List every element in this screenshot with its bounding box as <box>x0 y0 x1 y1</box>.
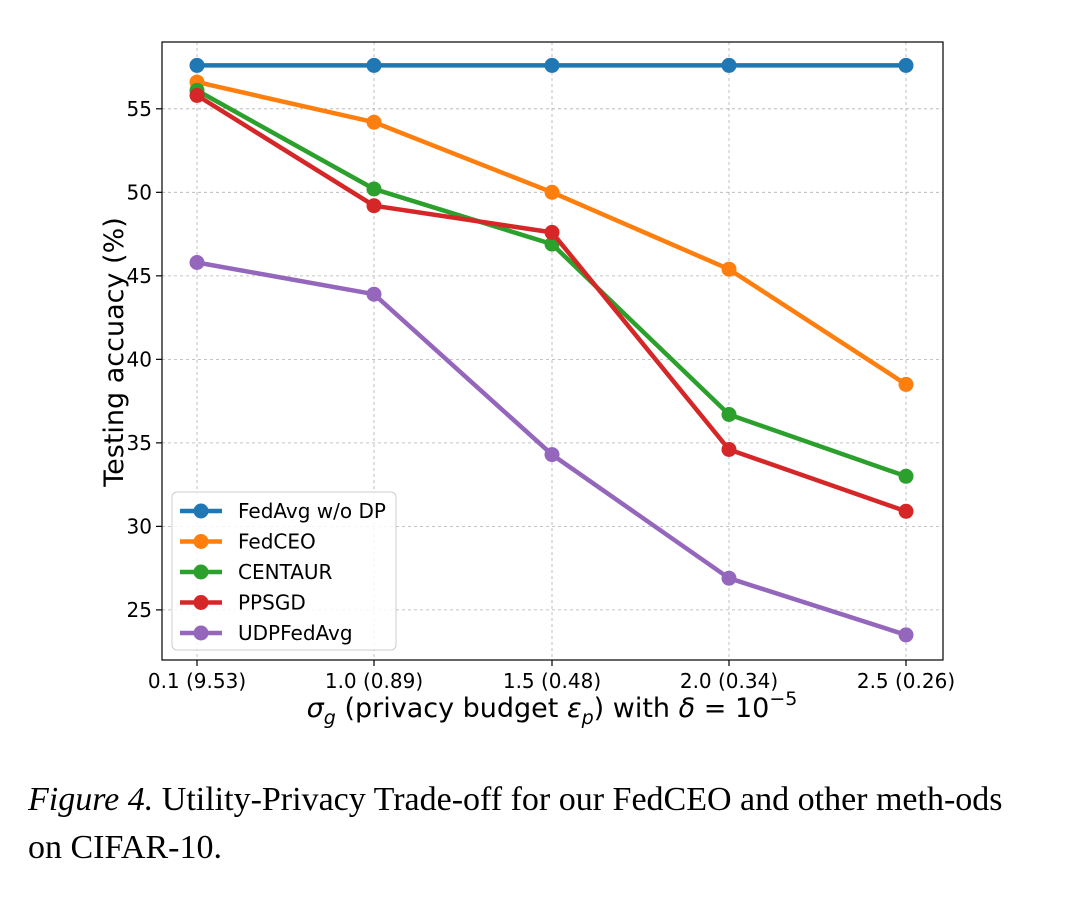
data-point-fedavg-w-o-dp <box>189 57 205 73</box>
data-point-fedceo <box>544 184 560 200</box>
data-point-fedavg-w-o-dp <box>898 57 914 73</box>
y-ticks: 25 30 35 40 45 50 55 <box>127 97 162 622</box>
grid <box>162 42 943 660</box>
legend-item-udpfedavg: UDPFedAvg <box>180 621 353 645</box>
legend-label: CENTAUR <box>238 560 333 584</box>
x-tick-label: 1.0 (0.89) <box>325 669 423 693</box>
x-tick-label: 2.0 (0.34) <box>680 669 778 693</box>
chart: 25 30 35 40 45 50 55 0.1 (9.53) 1.0 (0.89) 1.5 (… <box>99 41 955 729</box>
x-label-sigma-sub: g <box>324 707 336 729</box>
figure-caption: Figure 4. Utility-Privacy Trade-off for … <box>28 776 1043 872</box>
data-point-ppsgd <box>898 503 914 519</box>
legend-item-ppsgd: PPSGD <box>180 591 306 615</box>
x-label-text2: ) with <box>594 693 679 724</box>
x-label-eps: ε <box>567 693 582 724</box>
legend-item-centaur: CENTAUR <box>180 560 333 584</box>
data-point-ppsgd <box>189 87 205 103</box>
data-point-centaur <box>721 407 737 422</box>
legend-marker <box>193 564 209 580</box>
data-point-fedavg-w-o-dp <box>544 57 560 73</box>
legend-label: FedCEO <box>238 530 316 554</box>
legend-marker <box>193 595 209 610</box>
data-point-udpfedavg <box>898 627 914 643</box>
y-tick-label: 55 <box>127 97 152 121</box>
y-axis-label: Testing accuacy (%) <box>99 217 130 488</box>
series-udpfedavg <box>189 255 914 643</box>
data-point-udpfedavg <box>721 570 737 586</box>
x-label-exp: −5 <box>769 688 797 710</box>
caption-label: Figure 4. <box>28 781 154 818</box>
legend-label: PPSGD <box>238 591 306 615</box>
plot-frame <box>161 41 944 661</box>
data-point-fedceo <box>721 261 737 277</box>
y-tick-label: 30 <box>127 514 152 538</box>
series-fedceo <box>189 74 914 392</box>
data-point-udpfedavg <box>189 255 205 270</box>
x-label-text1: (privacy budget <box>336 693 567 724</box>
legend-marker <box>193 534 209 549</box>
legend-box <box>171 491 397 651</box>
x-label-eps-sub: p <box>581 707 594 729</box>
data-point-centaur <box>898 468 914 484</box>
y-tick-label: 40 <box>127 347 152 371</box>
x-tick-label: 0.1 (9.53) <box>148 669 246 693</box>
data-point-ppsgd <box>721 442 737 457</box>
y-tick-label: 35 <box>127 431 152 455</box>
y-tick-label: 50 <box>127 180 152 204</box>
data-point-udpfedavg <box>544 447 560 463</box>
x-label-sigma: σ <box>307 693 325 724</box>
x-axis-label: σg (privacy budget εp) with δ = 10−5 <box>307 688 798 729</box>
data-point-fedavg-w-o-dp <box>721 57 737 73</box>
x-label-eq: = 10 <box>695 693 769 724</box>
x-tick-label: 2.5 (0.26) <box>857 669 955 693</box>
data-point-ppsgd <box>366 198 382 214</box>
legend-label: FedAvg w/o DP <box>238 499 386 523</box>
series-ppsgd <box>189 87 914 519</box>
data-point-centaur <box>366 181 382 197</box>
legend-marker <box>193 625 209 641</box>
legend-marker <box>193 503 209 519</box>
data-point-fedceo <box>366 114 382 130</box>
legend-item-fedavg-w-o-dp: FedAvg w/o DP <box>180 499 386 523</box>
data-point-fedavg-w-o-dp <box>366 57 382 73</box>
data-point-ppsgd <box>544 224 560 240</box>
x-label-delta: δ <box>679 693 696 724</box>
x-ticks: 0.1 (9.53) 1.0 (0.89) 1.5 (0.48) 2.0 (0.34)… <box>148 660 955 693</box>
data-point-udpfedavg <box>366 286 382 302</box>
caption-text: Utility-Privacy Trade-off for our FedCEO… <box>28 781 1003 866</box>
series-centaur <box>189 82 914 484</box>
x-tick-label: 1.5 (0.48) <box>503 669 601 693</box>
y-tick-label: 25 <box>127 598 152 622</box>
legend-label: UDPFedAvg <box>238 621 353 645</box>
series-fedavg-w-o-dp <box>189 57 914 73</box>
data-point-fedceo <box>898 376 914 392</box>
y-tick-label: 45 <box>127 264 152 288</box>
legend-item-fedceo: FedCEO <box>180 530 316 554</box>
series <box>189 57 914 643</box>
legend: FedAvg w/o DP FedCEO CENTAUR PPSGD UDPFedAvg <box>171 491 397 651</box>
